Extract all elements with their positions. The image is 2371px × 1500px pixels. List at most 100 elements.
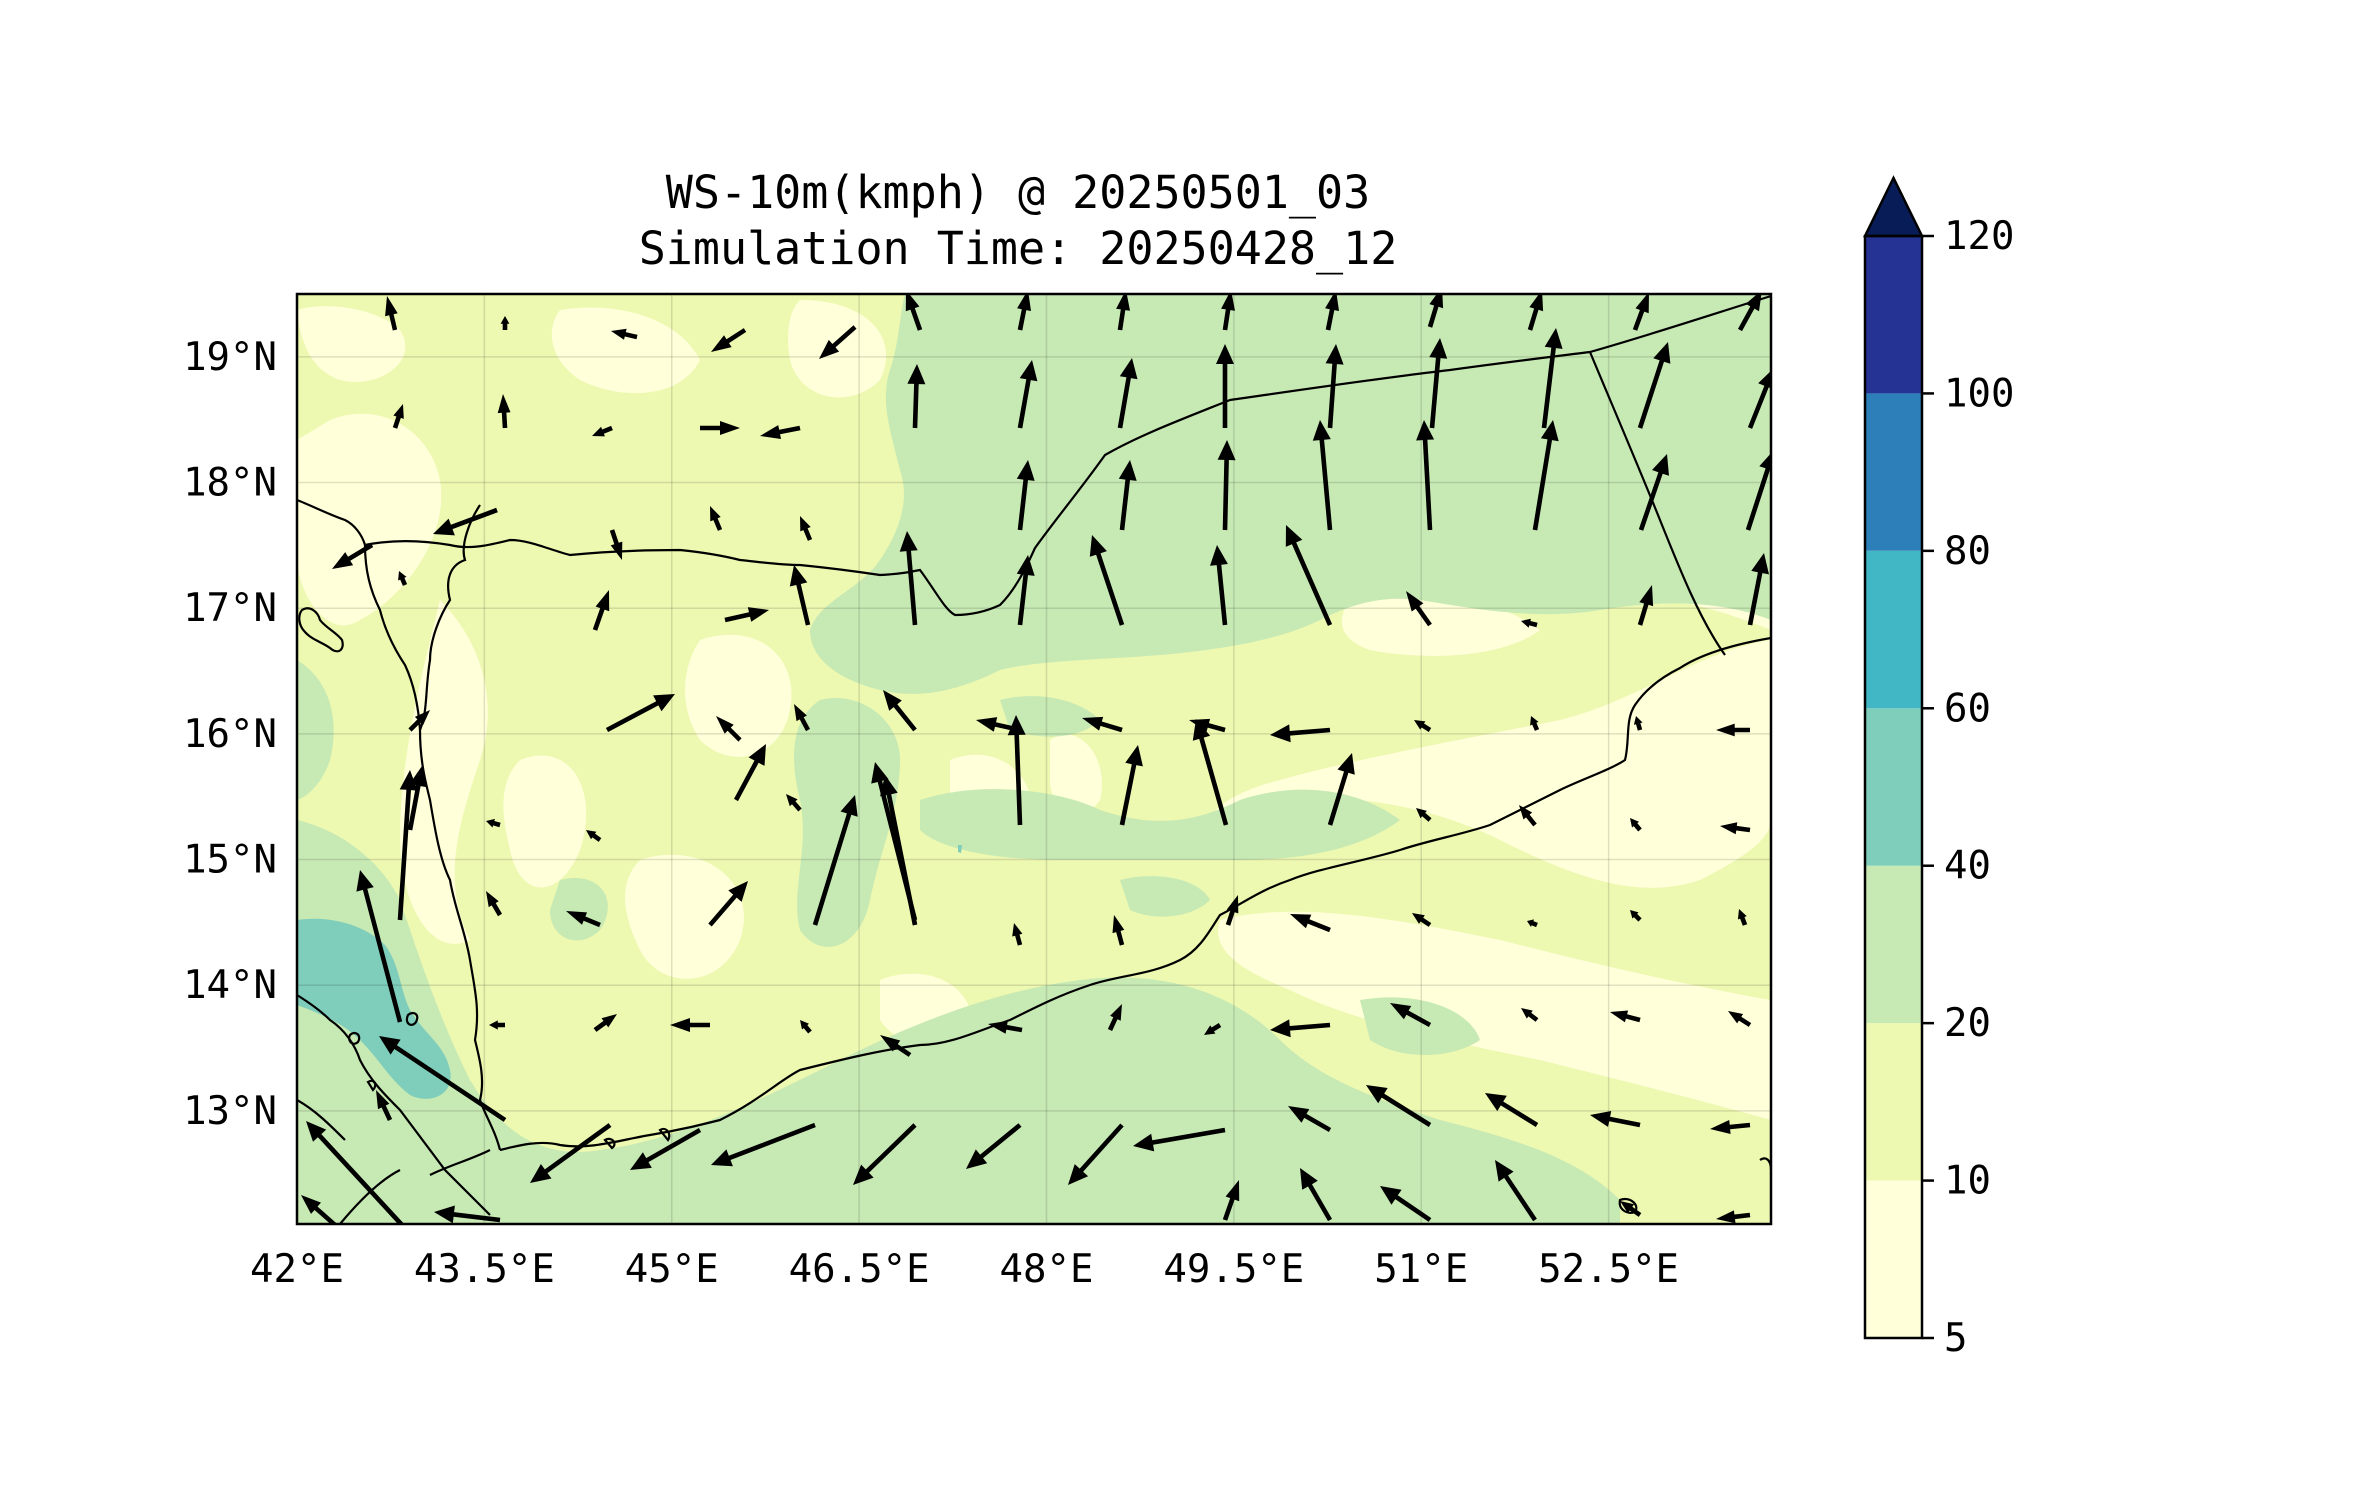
wind-arrow [711,1122,816,1167]
lat-tick-label: 17°N [183,586,277,631]
wind-arrow [1007,715,1026,826]
wind-arrow [976,717,1021,733]
wind-arrow [1527,294,1544,331]
wind-arrow [1427,294,1444,328]
wind-arrow [1204,1023,1222,1035]
wind-arrow [800,516,813,541]
wind-arrow [1637,342,1671,429]
wind-arrow [853,1123,917,1185]
wind-arrow [592,425,613,437]
wind-arrow [1117,358,1138,429]
wind-arrow [1222,1180,1240,1221]
wind-arrow [711,328,747,352]
wind-arrow [899,531,918,626]
wind-arrow [1300,1168,1332,1222]
wind-arrow [1429,338,1448,429]
wind-arrow [905,294,923,331]
wind-arrow [1590,1111,1641,1128]
wind-arrow [1107,1004,1122,1031]
wind-arrow [497,394,511,429]
wind-arrow [1630,818,1642,832]
wind-arrow [609,529,623,560]
title-line-2: Simulation Time: 20250428_12 [639,222,1398,275]
wind-arrow [1285,525,1333,626]
wind-arrow [883,690,917,732]
wind-arrow [1016,555,1035,626]
wind-arrow [670,1018,710,1032]
wind-arrow [1288,1106,1332,1132]
wind-arrow [1416,420,1435,531]
colorbar-tick-label: 100 [1944,371,2014,416]
wind-arrow [566,911,601,928]
wind-arrow [379,1036,507,1122]
wind-arrow [1521,1008,1539,1022]
wind-arrow [356,870,403,1023]
lon-tick-label: 45°E [625,1247,719,1292]
wind-arrow [800,1020,812,1034]
colorbar-segment [1865,865,1922,1024]
wind-arrow [408,710,430,732]
wind-arrow [593,1014,617,1032]
wind-arrow [301,1195,337,1224]
wind-arrow [1068,1123,1124,1185]
title-line-1: WS-10m(kmph) @ 20250501_03 [666,166,1370,219]
wind-arrow [1485,1093,1539,1127]
wind-arrow [1089,535,1125,626]
lat-tick-labels: 19°N 18°N 17°N 16°N 15°N 14°N 13°N [183,335,277,1134]
wind-arrow [760,425,801,439]
wind-arrow [1017,360,1038,429]
wind-arrow [1118,460,1137,531]
wind-arrow [486,891,502,917]
colorbar-segment [1865,1023,1922,1181]
wind-arrow [724,607,769,623]
wind-arrow [1716,723,1750,737]
wind-arrow [734,744,766,802]
wind-arrow [1637,585,1654,626]
wind-arrow [376,1090,393,1121]
wind-arrow [1112,915,1125,946]
wind-arrow [1270,724,1331,743]
wind-arrow [1325,294,1339,331]
lon-tick-label: 42°E [250,1247,344,1292]
wind-arrow [1521,618,1538,628]
colorbar-extend-arrow [1862,175,1925,238]
wind-arrow [530,1123,612,1183]
lon-tick-label: 43.5°E [414,1247,555,1292]
wind-speed-band-40-60 [297,845,962,1099]
lon-tick-label: 51°E [1374,1247,1468,1292]
lat-tick-label: 14°N [183,963,277,1008]
lat-tick-label: 16°N [183,712,277,757]
wind-arrow [966,1123,1022,1169]
colorbar-segment [1865,1180,1922,1338]
colorbar-tick-label: 5 [1944,1316,1967,1361]
wind-arrow [1541,328,1563,429]
wind-arrow [1745,453,1771,531]
lat-tick-label: 19°N [183,335,277,380]
lon-tick-label: 52.5°E [1538,1247,1679,1292]
wind-arrow [786,794,802,812]
wind-arrow [1530,716,1540,731]
wind-arrow [1737,909,1748,926]
wind-arrow [1633,716,1643,731]
wind-arrow [1221,294,1235,331]
wind-arrow [486,818,501,828]
wind-arrow [586,830,602,842]
wind-arrow [794,704,810,732]
wind-arrow [1610,1010,1641,1023]
wind-arrow [611,328,638,340]
colorbar-tick-label: 60 [1944,686,1991,731]
colorbar-tick-label: 80 [1944,529,1991,574]
wind-arrow [1747,553,1769,626]
wind-arrow [1016,460,1035,531]
wind-arrow [1620,1201,1642,1217]
wind-arrow [1414,720,1432,732]
colorbar-frame [1863,234,1924,1340]
lon-tick-labels: 42°E 43.5°E 45°E 46.5°E 48°E 49.5°E 51°E 52.5°E [250,1247,1679,1292]
wind-arrow [1133,1127,1226,1152]
wind-arrow [385,296,398,331]
wind-arrow [1116,294,1130,331]
wind-arrow [1532,420,1559,531]
colorbar-segment [1865,236,1922,394]
lon-tick-label: 49.5°E [1163,1247,1304,1292]
wind-arrow [1380,1186,1432,1222]
